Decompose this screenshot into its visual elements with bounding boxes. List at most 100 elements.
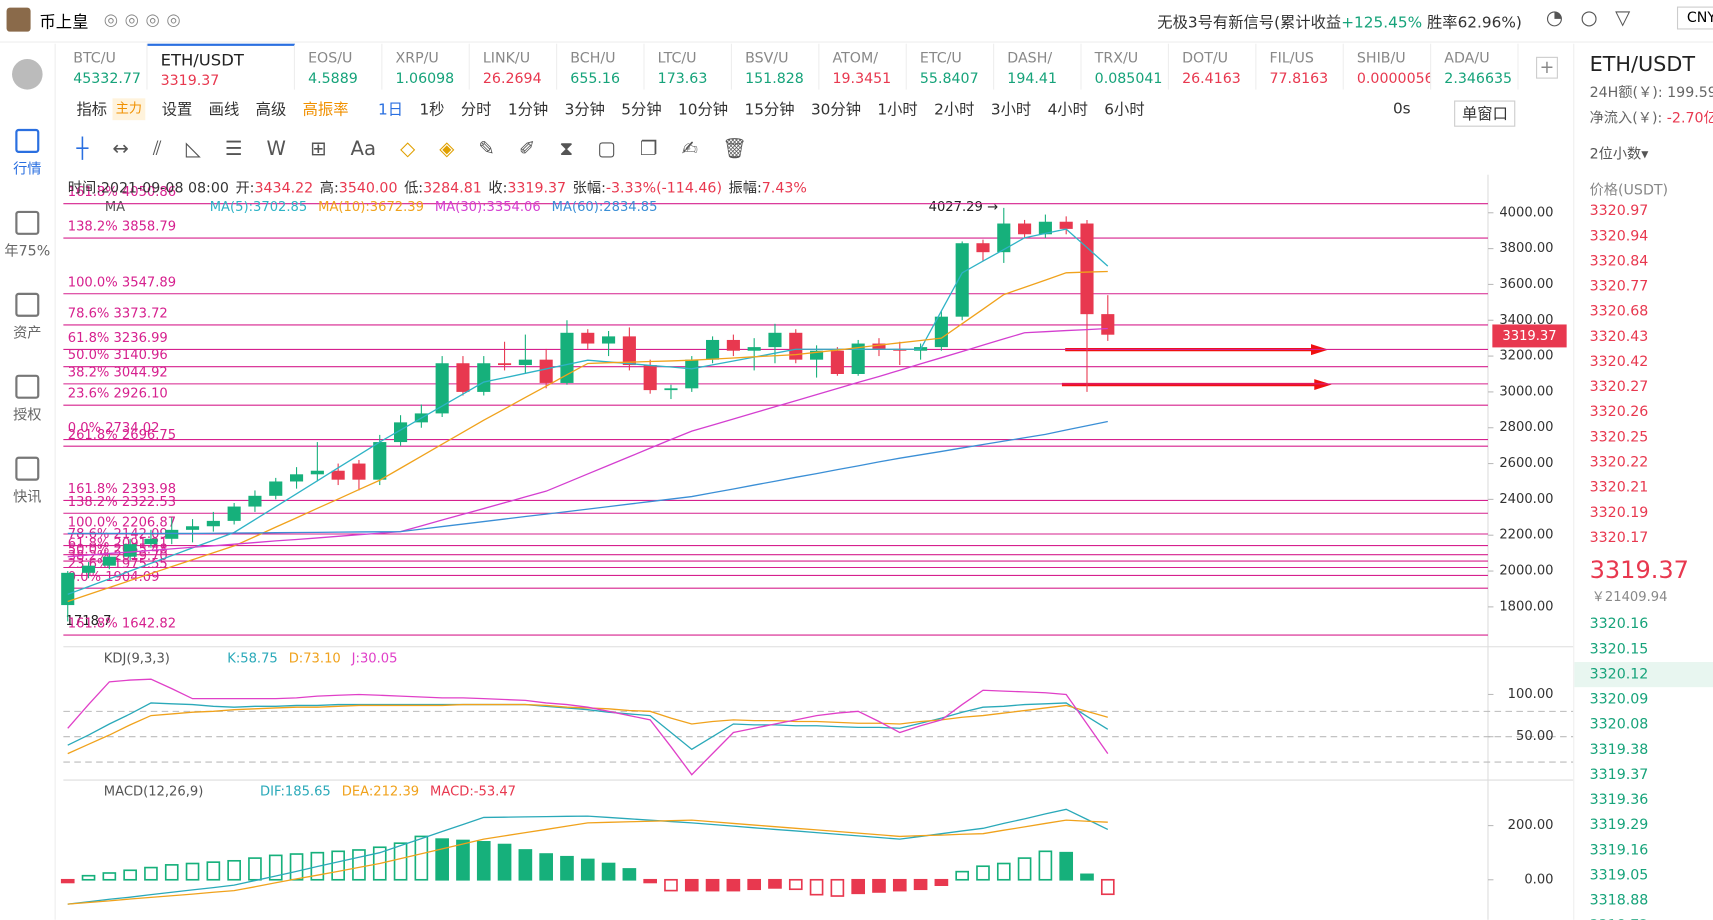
tool[interactable]: ▢	[597, 137, 616, 161]
ticker-name: BTC/U	[73, 50, 116, 67]
refresh[interactable]: 0s	[1392, 100, 1411, 118]
ticker-tab[interactable]: TRX/U 0.085041	[1082, 43, 1169, 90]
bid-price: 3319.29	[1589, 817, 1649, 834]
tool[interactable]: ◺	[185, 137, 201, 161]
tool[interactable]: ❐	[639, 137, 658, 161]
ask-price: 3320.94	[1589, 228, 1649, 245]
toolbar-item[interactable]: 5分钟	[621, 101, 662, 120]
toolbar-item[interactable]: 30分钟	[810, 101, 862, 120]
candle-body	[685, 359, 699, 389]
legend-entry: MACD:-53.47	[430, 785, 516, 800]
ticker-tab[interactable]: ATOM/19.3451	[819, 43, 907, 90]
bid-price: 3318.88	[1589, 892, 1649, 909]
ticker-tab[interactable]: LTC/U 173.63	[645, 43, 732, 90]
fib-label: 100.0% 3547.89	[68, 275, 176, 290]
toolbar-item[interactable]: 3小时	[990, 101, 1032, 120]
tool[interactable]: 🗑	[722, 137, 748, 161]
ticker-tab[interactable]: ETC/U 55.8407	[907, 43, 995, 90]
toolbar-item[interactable]: 高振率	[302, 101, 349, 120]
fib-label: 261.8% 2696.75	[68, 428, 176, 443]
toolbar-item[interactable]: 主力	[112, 98, 146, 121]
toolbar-item[interactable]: 指标	[76, 101, 108, 120]
header-icons[interactable]: ◔○▽	[1545, 6, 1648, 30]
toolbar-item[interactable]: 6小时	[1104, 101, 1145, 120]
tool[interactable]: ☰	[224, 137, 243, 161]
tool[interactable]: ⫽	[152, 137, 162, 161]
ticker-tab[interactable]: FIL/US 77.8163	[1256, 43, 1344, 90]
y-tick-label: 2200.00	[1499, 528, 1553, 543]
ticker-tab[interactable]: SHIB/U 0.0000056	[1344, 43, 1432, 90]
annotation: 1718.7	[66, 614, 112, 629]
y-tick-label: 3000.00	[1499, 384, 1553, 399]
toolbar-item[interactable]: 2小时	[934, 101, 975, 120]
inflow-value: -2.70亿	[1666, 110, 1713, 127]
toolbar-item[interactable]: 1小时	[877, 101, 918, 120]
currency[interactable]: CNY	[1676, 6, 1713, 30]
tool[interactable]: ↔	[112, 137, 129, 161]
side-item[interactable]: 快讯	[0, 456, 55, 506]
toolbar-item[interactable]: 4小时	[1047, 101, 1088, 120]
toolbar-item[interactable]: 1秒	[419, 101, 445, 120]
status-icons: ◎◎◎◎	[103, 9, 188, 30]
bid-price: 3320.15	[1589, 641, 1649, 658]
toolbar-item[interactable]: 高级	[255, 101, 287, 120]
tool[interactable]: ✎	[478, 137, 495, 161]
decimals[interactable]: 2位小数▾	[1589, 146, 1649, 163]
tool[interactable]: W	[266, 137, 286, 161]
macd-bar	[601, 862, 616, 881]
ticker-tab[interactable]: LINK/U 26.2694	[470, 43, 558, 90]
candle-body	[622, 336, 636, 366]
tool[interactable]: ✐	[518, 137, 536, 161]
side-item[interactable]: 资产	[0, 292, 55, 342]
candle-body	[165, 529, 179, 539]
tool[interactable]: ◈	[439, 137, 455, 161]
tool[interactable]: ⧗	[559, 137, 574, 161]
ticker-tab[interactable]: XRP/U 1.06098	[382, 43, 470, 90]
ticker-tab[interactable]: ETH/USDT 3319.37	[147, 43, 295, 90]
candle-body	[747, 347, 761, 351]
candle-body	[498, 363, 512, 366]
macd-bar	[248, 857, 262, 881]
tool[interactable]: ◇	[400, 137, 416, 161]
toolbar-item[interactable]: 3分钟	[564, 101, 605, 120]
ticker-price: 45332.77	[73, 71, 141, 88]
bid-price: 3320.09	[1589, 691, 1649, 708]
tool[interactable]: ┼	[76, 137, 89, 161]
toolbar-item[interactable]: 分时	[460, 101, 492, 120]
indicator-line	[67, 678, 1109, 776]
ticker-tab[interactable]: BSV/U 151.828	[732, 43, 820, 90]
ticker-tab[interactable]: DOT/U 26.4163	[1169, 43, 1257, 90]
ticker-tab[interactable]: EOS/U 4.5889	[295, 43, 383, 90]
ask-price: 3320.21	[1589, 479, 1649, 496]
macd-bar	[497, 843, 512, 881]
toolbar-item[interactable]: 15分钟	[744, 101, 795, 120]
toolbar-item[interactable]: 1分钟	[507, 101, 549, 120]
macd-bar	[1038, 850, 1053, 881]
ticker-tab[interactable]: DASH/194.41	[994, 43, 1082, 90]
ask-price: 3320.19	[1589, 504, 1649, 522]
ticker-tab[interactable]: BCH/U 655.16	[557, 43, 645, 90]
toolbar-item[interactable]: 1日	[378, 101, 404, 120]
add-tab[interactable]: +	[1536, 56, 1558, 79]
side-item[interactable]: 授权	[0, 374, 55, 424]
toolbar-item[interactable]: 10分钟	[678, 101, 729, 120]
window-mode[interactable]: 单窗口	[1454, 100, 1516, 127]
tool-text[interactable]: Aa	[350, 137, 377, 161]
macd-bar	[331, 850, 345, 881]
side-item[interactable]: 行情	[0, 128, 55, 178]
ticker-tab[interactable]: ADA/U 2.346635	[1431, 43, 1519, 90]
logo	[6, 7, 31, 32]
panel-title: KDJ(9,3,3)	[104, 651, 170, 666]
ticker-tab[interactable]: BTC/U 45332.77	[60, 43, 148, 90]
toolbar-item[interactable]: 设置	[161, 101, 193, 120]
info-label: 收:	[488, 180, 508, 197]
tool[interactable]: ⊞	[310, 137, 327, 161]
toolbar-item[interactable]: 画线	[208, 101, 240, 120]
tool[interactable]: ✍	[681, 137, 699, 161]
ask-price: 3320.17	[1589, 529, 1649, 547]
ticker-price: 0.085041	[1094, 71, 1163, 88]
top-bar: 币上皇 ◎◎◎◎ 无极3号有新信号(累计收益+125.45% 胜率62.96%)…	[0, 0, 1713, 43]
side-item[interactable]: 年75%	[0, 210, 55, 260]
signal[interactable]: 无极3号有新信号(累计收益+125.45% 胜率62.96%)	[1157, 11, 1522, 33]
fib-label: 78.6% 3373.72	[68, 307, 168, 322]
